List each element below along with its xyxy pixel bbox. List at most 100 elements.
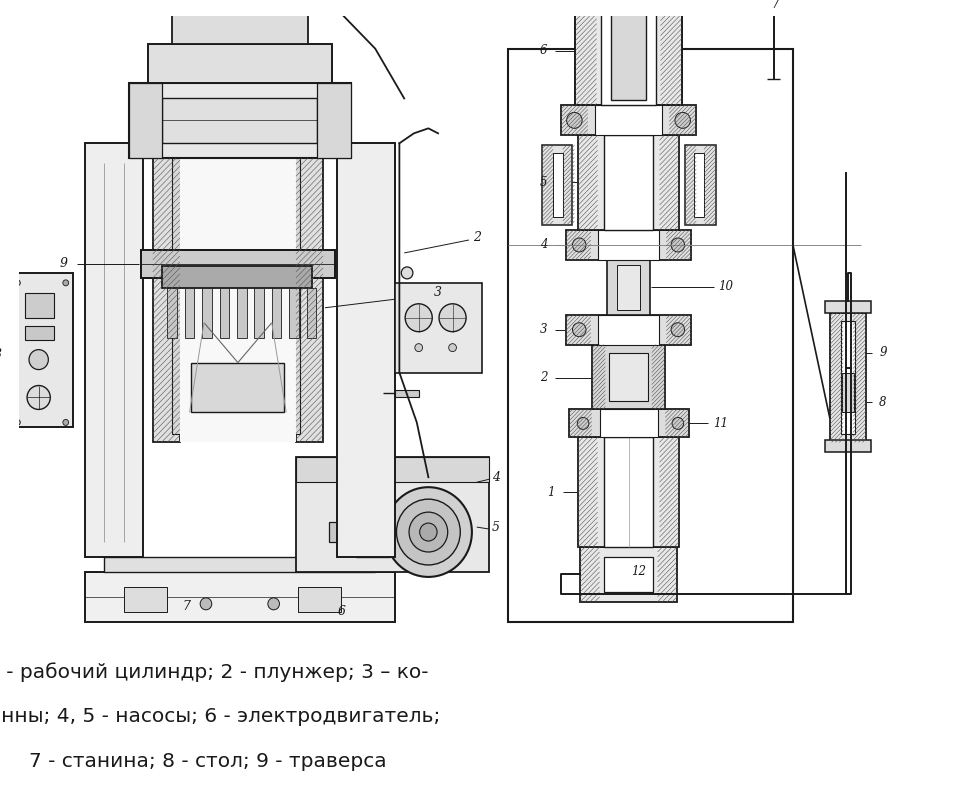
Bar: [25, 326, 54, 340]
Text: 3: 3: [540, 323, 547, 336]
Bar: [830, 312, 866, 442]
Bar: [185, 288, 194, 338]
Circle shape: [405, 304, 432, 332]
Bar: [607, 260, 650, 315]
Bar: [289, 288, 299, 338]
Bar: [566, 230, 691, 260]
Circle shape: [420, 523, 437, 541]
Bar: [569, 410, 592, 437]
Bar: [611, 1, 646, 100]
Bar: [272, 288, 281, 338]
Circle shape: [572, 323, 586, 337]
Bar: [842, 373, 854, 412]
Bar: [592, 345, 605, 410]
Text: 6: 6: [337, 605, 345, 619]
Bar: [604, 437, 653, 547]
Bar: [595, 105, 662, 135]
Bar: [104, 557, 375, 572]
Bar: [561, 105, 588, 135]
Circle shape: [672, 418, 684, 429]
Bar: [361, 512, 385, 552]
Bar: [296, 159, 323, 442]
Bar: [542, 145, 553, 225]
Bar: [685, 145, 696, 225]
Text: 7 - станина; 8 - стол; 9 - траверса: 7 - станина; 8 - стол; 9 - траверса: [29, 752, 387, 771]
Text: лонны; 4, 5 - насосы; 6 - электродвигатель;: лонны; 4, 5 - насосы; 6 - электродвигате…: [0, 707, 440, 726]
Circle shape: [396, 499, 460, 565]
Bar: [296, 458, 489, 572]
Bar: [578, 437, 598, 547]
Bar: [604, 135, 653, 230]
Bar: [237, 288, 247, 338]
Bar: [124, 587, 167, 612]
Bar: [25, 293, 54, 318]
Bar: [578, 437, 679, 547]
Bar: [162, 98, 317, 144]
Bar: [566, 315, 591, 345]
Bar: [191, 363, 284, 412]
Bar: [659, 135, 679, 230]
Bar: [575, 0, 682, 105]
Bar: [317, 83, 351, 159]
Circle shape: [63, 419, 69, 425]
Circle shape: [577, 418, 589, 429]
Bar: [508, 49, 793, 622]
Bar: [202, 288, 212, 338]
Bar: [601, 0, 656, 105]
Text: 4: 4: [540, 239, 547, 251]
Circle shape: [15, 419, 20, 425]
Text: 3: 3: [434, 287, 442, 299]
Bar: [553, 153, 563, 217]
Bar: [666, 315, 691, 345]
Bar: [216, 0, 264, 13]
Circle shape: [268, 598, 279, 610]
Text: 7: 7: [183, 601, 190, 613]
Bar: [162, 266, 312, 288]
Bar: [172, 13, 308, 44]
Circle shape: [671, 323, 685, 337]
Bar: [658, 547, 677, 602]
Bar: [329, 522, 356, 542]
Bar: [298, 587, 341, 612]
Bar: [148, 44, 332, 83]
Bar: [704, 145, 716, 225]
Bar: [604, 557, 653, 592]
Bar: [566, 315, 691, 345]
Text: 5: 5: [492, 520, 500, 534]
Bar: [841, 321, 855, 434]
Bar: [254, 288, 264, 338]
Bar: [153, 159, 180, 442]
Bar: [609, 352, 648, 401]
Bar: [669, 105, 696, 135]
Bar: [129, 83, 162, 159]
Circle shape: [572, 238, 586, 252]
Circle shape: [671, 238, 685, 252]
Text: 12: 12: [630, 565, 646, 579]
Circle shape: [401, 297, 413, 309]
Bar: [563, 145, 574, 225]
Text: 4: 4: [492, 471, 500, 484]
Text: 1 - рабочий цилиндр; 2 - плунжер; 3 – ко-: 1 - рабочий цилиндр; 2 - плунжер; 3 – ко…: [0, 663, 428, 682]
Circle shape: [409, 512, 448, 552]
Bar: [600, 410, 658, 437]
Bar: [569, 410, 689, 437]
Bar: [694, 153, 704, 217]
Bar: [666, 230, 691, 260]
Bar: [575, 0, 597, 105]
Bar: [660, 0, 682, 105]
Bar: [277, 159, 300, 434]
Bar: [580, 547, 600, 602]
Circle shape: [567, 112, 582, 128]
Bar: [180, 159, 296, 442]
Bar: [129, 83, 351, 159]
Text: 9: 9: [879, 346, 887, 359]
Bar: [85, 572, 395, 622]
Bar: [665, 410, 689, 437]
Text: 10: 10: [718, 280, 733, 294]
Bar: [578, 135, 598, 230]
Text: 8: 8: [879, 396, 887, 409]
Circle shape: [449, 344, 456, 352]
Bar: [337, 144, 395, 557]
Bar: [578, 135, 679, 230]
Text: 8: 8: [0, 348, 2, 361]
